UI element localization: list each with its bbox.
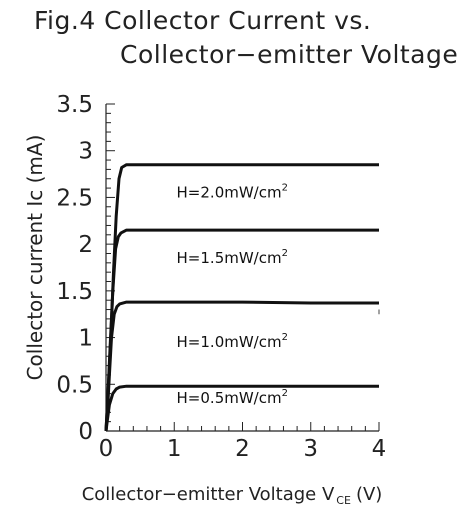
series-line-2	[104, 300, 379, 432]
series-line-4	[104, 163, 379, 432]
series-label-4: H=2.0mW/cm2	[177, 182, 288, 201]
x-axis-label: Collector−emitter Voltage V CE (V)	[82, 484, 383, 507]
x-tick-label: 3	[303, 436, 318, 462]
y-axis-label: Collector current Ic (mA)	[23, 135, 47, 381]
y-tick-label: 3.5	[56, 92, 93, 118]
chart-title-line-2: Collector−emitter Voltage	[120, 40, 459, 69]
y-tick-label: 3	[78, 139, 93, 165]
series-label-2: H=1.0mW/cm2	[177, 332, 288, 351]
y-tick-label: 1.5	[56, 279, 93, 305]
axes-layer	[105, 103, 380, 432]
y-tick-label: 0.5	[56, 372, 93, 398]
series-label-3: H=1.5mW/cm2	[177, 248, 288, 267]
y-tick-label: 2.5	[56, 185, 93, 211]
x-tick-label: 0	[99, 436, 114, 462]
chart-title-line-1: Fig.4 Collector Current vs.	[34, 6, 372, 35]
series-label-1: H=0.5mW/cm2	[177, 388, 288, 407]
labels-layer: 0 0.5 1 1.5 2 2.5 3 3.5 0 1 2 3 4 Collector current I…	[23, 92, 386, 507]
y-tick-label: 0	[78, 419, 93, 445]
x-tick-label: 4	[372, 436, 387, 462]
x-tick-label: 2	[235, 436, 250, 462]
series-layer	[104, 163, 379, 432]
y-tick-label: 2	[78, 232, 93, 258]
x-tick-label: 1	[167, 436, 182, 462]
y-tick-label: 1	[78, 326, 93, 352]
